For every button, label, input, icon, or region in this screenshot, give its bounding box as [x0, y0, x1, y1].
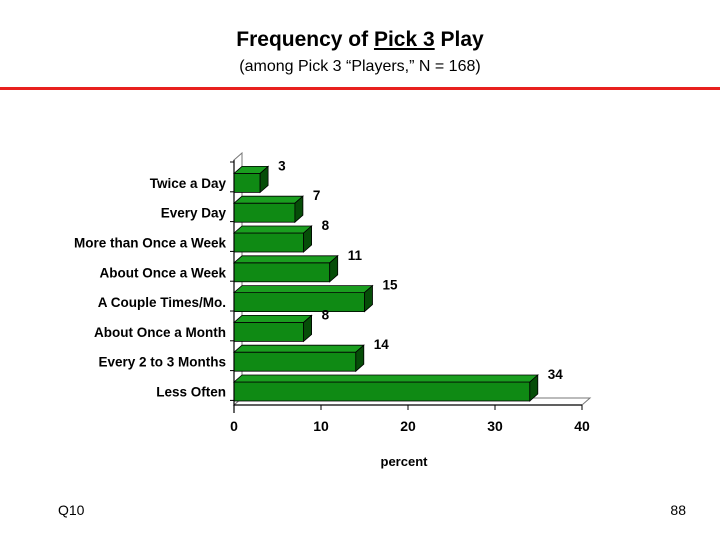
bar-top — [232, 225, 313, 234]
chart-title: Frequency of Pick 3 Play — [0, 28, 720, 52]
category-label: A Couple Times/Mo. — [98, 295, 226, 310]
bar-side — [303, 225, 313, 253]
chart-subtitle: (among Pick 3 “Players,” N = 168) — [239, 58, 481, 75]
bar-front — [233, 172, 261, 193]
bar-front — [233, 321, 304, 342]
bar-top — [232, 344, 365, 353]
value-label: 14 — [374, 337, 390, 352]
x-tick-label: 10 — [313, 418, 329, 434]
category-label: Every Day — [161, 206, 227, 221]
bar-front — [233, 292, 365, 313]
bar-side — [529, 374, 539, 402]
title-prefix: Frequency of — [236, 28, 374, 51]
title-underlined: Pick 3 — [373, 28, 435, 51]
bar-top — [232, 374, 539, 383]
category-label: About Once a Month — [94, 325, 226, 340]
x-tick-label: 0 — [230, 418, 238, 434]
question-id: Q10 — [58, 502, 85, 518]
x-axis-title: percent — [381, 454, 429, 469]
bar-side — [355, 344, 365, 373]
value-label: 3 — [278, 158, 286, 173]
bar-chart: Twice a Day 3 Every Day 7 More than Once a W… — [74, 151, 592, 469]
bar-top — [232, 285, 374, 294]
bar-front — [233, 202, 296, 223]
value-label: 8 — [322, 307, 330, 322]
bar-front — [233, 232, 304, 253]
value-label: 15 — [383, 278, 399, 293]
category-label: Less Often — [156, 385, 226, 400]
category-label: Every 2 to 3 Months — [98, 355, 226, 370]
bar-front — [233, 262, 331, 283]
bar-front — [233, 381, 531, 402]
x-tick-label: 40 — [574, 418, 590, 434]
value-label: 7 — [313, 188, 321, 203]
bar-side — [303, 314, 313, 343]
x-tick-label: 30 — [487, 418, 503, 434]
bar-side — [329, 254, 339, 283]
bar-side — [364, 284, 373, 313]
bar-top — [232, 255, 339, 264]
bar-side — [294, 195, 304, 224]
value-label: 8 — [322, 218, 330, 233]
title-suffix: Play — [434, 28, 484, 51]
category-label: Twice a Day — [150, 176, 227, 191]
category-label: About Once a Week — [99, 265, 226, 280]
bar-front — [233, 351, 357, 372]
page-number: 88 — [670, 502, 686, 518]
value-label: 34 — [548, 367, 564, 382]
value-label: 11 — [348, 248, 363, 263]
header-divider — [0, 87, 720, 90]
bar-top — [232, 314, 313, 323]
x-tick-label: 20 — [400, 418, 416, 434]
bar-top — [232, 195, 304, 204]
bar-side — [259, 165, 269, 194]
category-label: More than Once a Week — [74, 236, 227, 251]
